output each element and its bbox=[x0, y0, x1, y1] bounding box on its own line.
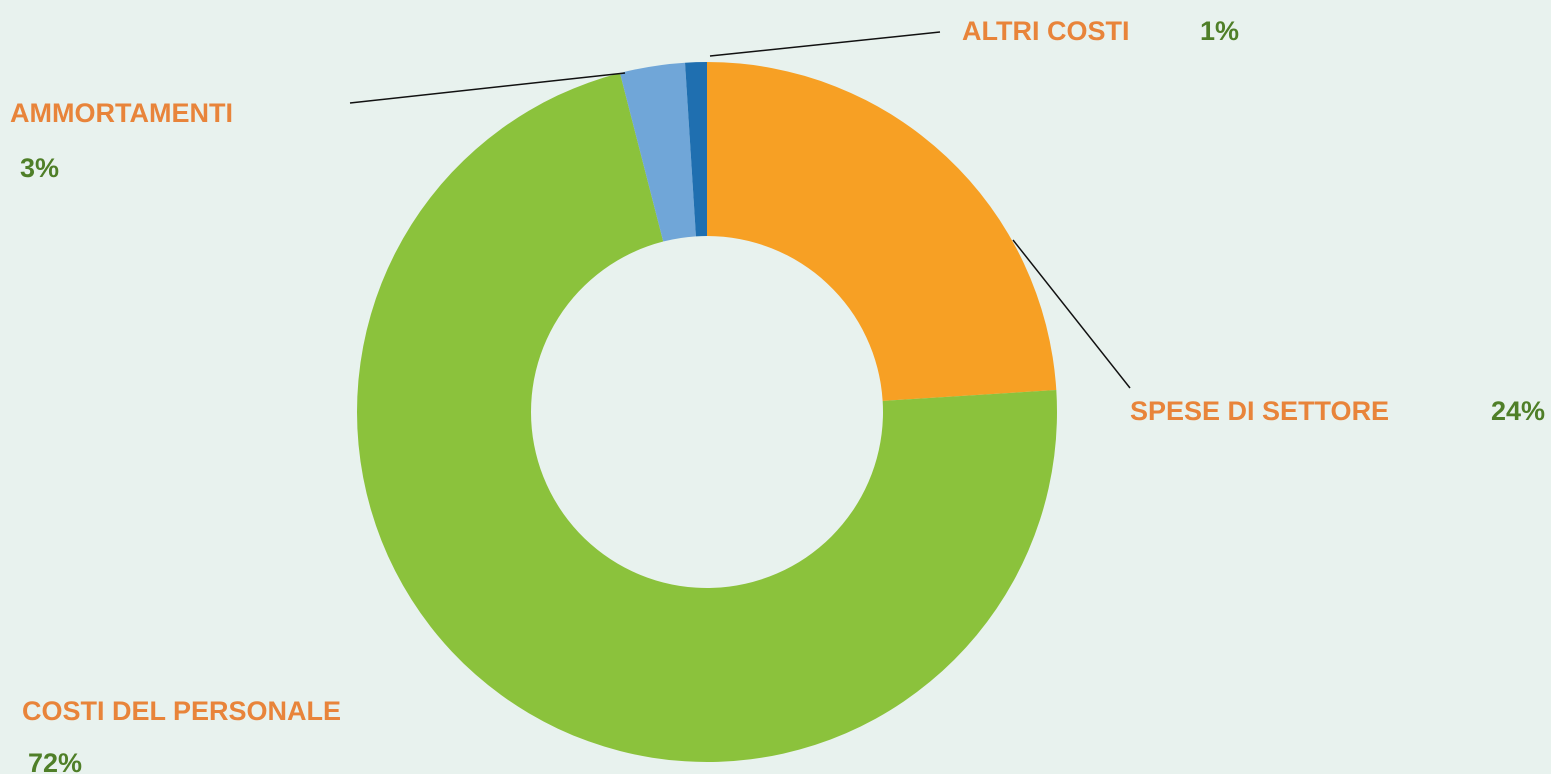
slice bbox=[356, 72, 1057, 763]
value-label: 3% bbox=[20, 153, 59, 183]
slice bbox=[685, 62, 707, 237]
value-label: 24% bbox=[1491, 396, 1545, 426]
leader-line bbox=[349, 72, 626, 104]
slice bbox=[619, 62, 696, 242]
category-label: SPESE DI SETTORE bbox=[1130, 396, 1389, 426]
category-label: COSTI DEL PERSONALE bbox=[22, 696, 341, 726]
value-label: 1% bbox=[1200, 16, 1239, 46]
leader-line bbox=[709, 31, 941, 57]
leader-line bbox=[1012, 239, 1131, 389]
value-label: 72% bbox=[28, 748, 82, 774]
slice bbox=[707, 62, 1057, 401]
category-label: AMMORTAMENTI bbox=[10, 98, 233, 128]
category-label: ALTRI COSTI bbox=[962, 16, 1129, 46]
